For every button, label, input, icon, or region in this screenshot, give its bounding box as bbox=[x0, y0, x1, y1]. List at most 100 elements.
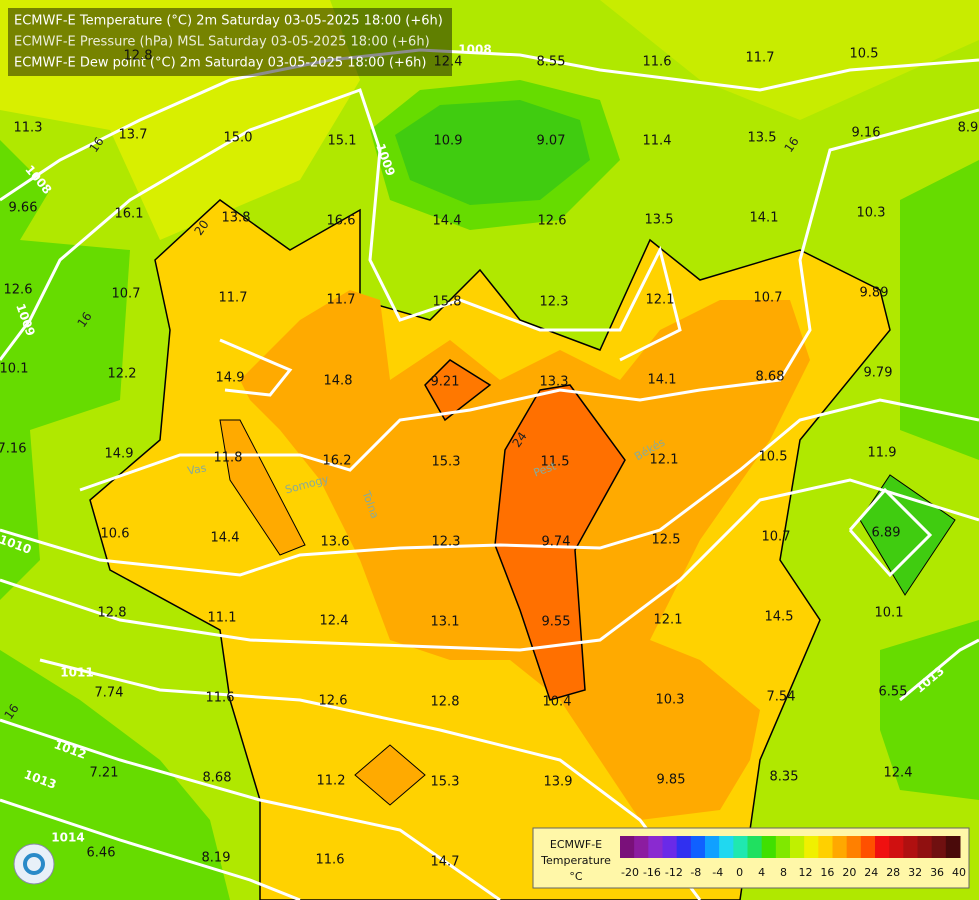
legend-swatch bbox=[804, 836, 819, 858]
dewpoint-label: 14.9 bbox=[216, 371, 245, 386]
legend-swatch bbox=[917, 836, 933, 858]
place-label: Vas bbox=[186, 461, 207, 477]
dewpoint-label: 9.07 bbox=[537, 134, 566, 149]
legend-swatch bbox=[775, 836, 791, 858]
dewpoint-label: 12.5 bbox=[652, 533, 681, 548]
dewpoint-label: 12.4 bbox=[320, 614, 349, 629]
legend-swatch bbox=[690, 836, 706, 858]
legend-swatch bbox=[832, 836, 848, 858]
field-yellow bbox=[600, 0, 979, 120]
legend-tick: 4 bbox=[758, 866, 765, 879]
dewpoint-label: 7.21 bbox=[90, 766, 119, 781]
legend-tick: 12 bbox=[798, 866, 812, 879]
legend-swatch bbox=[662, 836, 678, 858]
dewpoint-label: 10.3 bbox=[857, 206, 886, 221]
dewpoint-label: 12.4 bbox=[884, 766, 913, 781]
legend-tick: -20 bbox=[621, 866, 639, 879]
dewpoint-label: 6.46 bbox=[87, 846, 116, 861]
legend-tick: 8 bbox=[780, 866, 787, 879]
dewpoint-label: 12.8 bbox=[124, 49, 153, 64]
dewpoint-label: 11.6 bbox=[206, 691, 235, 706]
dewpoint-label: 16.1 bbox=[115, 207, 144, 222]
isobar bbox=[0, 88, 682, 362]
dewpoint-label: 6.89 bbox=[872, 526, 901, 541]
dewpoint-label: 12.3 bbox=[432, 535, 461, 550]
dewpoint-label: 16.2 bbox=[323, 454, 352, 469]
isobars bbox=[0, 48, 979, 900]
dewpoint-label: 8.9 bbox=[958, 121, 979, 136]
legend-tick: 20 bbox=[842, 866, 856, 879]
dewpoint-label: 10.7 bbox=[754, 291, 783, 306]
logo bbox=[13, 843, 55, 885]
isobar bbox=[0, 478, 979, 652]
dewpoint-label: 10.4 bbox=[543, 695, 572, 710]
header-line: ECMWF-E Dew point (°C) 2m Saturday 03-05… bbox=[14, 56, 426, 71]
dewpoint-label: 12.3 bbox=[540, 295, 569, 310]
dewpoint-label: 11.1 bbox=[208, 611, 237, 626]
field-green bbox=[900, 160, 979, 460]
field-green bbox=[395, 100, 590, 205]
dewpoint-label: 13.1 bbox=[431, 615, 460, 630]
dewpoint-label: 14.4 bbox=[211, 531, 240, 546]
dewpoint-label: 7.54 bbox=[767, 690, 796, 705]
isobar-label: 1011 bbox=[60, 666, 93, 680]
legend-swatch bbox=[761, 836, 777, 858]
dewpoint-label: 8.68 bbox=[203, 771, 232, 786]
field-green bbox=[0, 140, 130, 600]
dewpoint-label: 12.4 bbox=[434, 55, 463, 70]
dewpoint-label: 8.68 bbox=[756, 370, 785, 385]
dewpoint-label: 7.74 bbox=[95, 686, 124, 701]
dewpoint-label: 9.89 bbox=[860, 286, 889, 301]
dewpoint-label: 14.7 bbox=[431, 855, 460, 870]
dewpoint-label: 10.9 bbox=[434, 134, 463, 149]
dewpoint-label: 15.0 bbox=[224, 131, 253, 146]
legend-swatch bbox=[733, 836, 748, 858]
dewpoint-label: 9.55 bbox=[542, 615, 571, 630]
dewpoint-label: 12.2 bbox=[108, 367, 137, 382]
dewpoint-label: 12.6 bbox=[538, 214, 567, 229]
legend-swatch bbox=[903, 836, 918, 858]
isobar bbox=[848, 487, 933, 578]
dewpoint-label: 9.79 bbox=[864, 366, 893, 381]
dewpoint-label: 8.35 bbox=[770, 770, 799, 785]
dewpoint-label: 15.3 bbox=[432, 455, 461, 470]
dewpoint-label: 9.74 bbox=[542, 535, 571, 550]
legend-swatch bbox=[747, 836, 763, 858]
dewpoint-label: 12.1 bbox=[646, 293, 675, 308]
dewpoint-label: 13.5 bbox=[645, 213, 674, 228]
dewpoint-label: 11.4 bbox=[643, 134, 672, 149]
dewpoint-label: 14.4 bbox=[433, 214, 462, 229]
legend-tick: 40 bbox=[952, 866, 966, 879]
isobar bbox=[0, 48, 979, 202]
dewpoint-label: 9.85 bbox=[657, 773, 686, 788]
header-line: ECMWF-E Temperature (°C) 2m Saturday 03-… bbox=[14, 14, 443, 29]
field-green bbox=[880, 620, 979, 800]
dewpoint-label: 10.5 bbox=[759, 450, 788, 465]
dewpoint-label: 10.7 bbox=[762, 530, 791, 545]
isobar bbox=[899, 638, 979, 702]
dewpoint-label: 15.3 bbox=[431, 775, 460, 790]
header-line: ECMWF-E Pressure (hPa) MSL Saturday 03-0… bbox=[14, 35, 430, 50]
dewpoint-label: 13.5 bbox=[748, 131, 777, 146]
legend-tick: -8 bbox=[690, 866, 701, 879]
legend-tick: 36 bbox=[930, 866, 944, 879]
field-red bbox=[424, 359, 492, 422]
dewpoint-label: 10.5 bbox=[850, 47, 879, 62]
dewpoint-label: 13.9 bbox=[544, 775, 573, 790]
dewpoint-label: 11.7 bbox=[746, 51, 775, 66]
dewpoint-label: 9.66 bbox=[9, 201, 38, 216]
legend-swatch bbox=[719, 836, 734, 858]
legend-swatch bbox=[875, 836, 890, 858]
dewpoint-label: 16.6 bbox=[327, 214, 356, 229]
dewpoint-label: 11.9 bbox=[868, 446, 897, 461]
dewpoint-label: 12.8 bbox=[98, 606, 127, 621]
dewpoint-label: 15.1 bbox=[328, 134, 357, 149]
legend-swatch bbox=[705, 836, 720, 858]
dewpoint-label: 14.5 bbox=[765, 610, 794, 625]
legend-swatch bbox=[945, 836, 961, 858]
dewpoint-label: 6.55 bbox=[879, 685, 908, 700]
field-orange bbox=[354, 744, 426, 806]
legend-tick: 24 bbox=[864, 866, 878, 879]
isobar bbox=[0, 798, 301, 900]
